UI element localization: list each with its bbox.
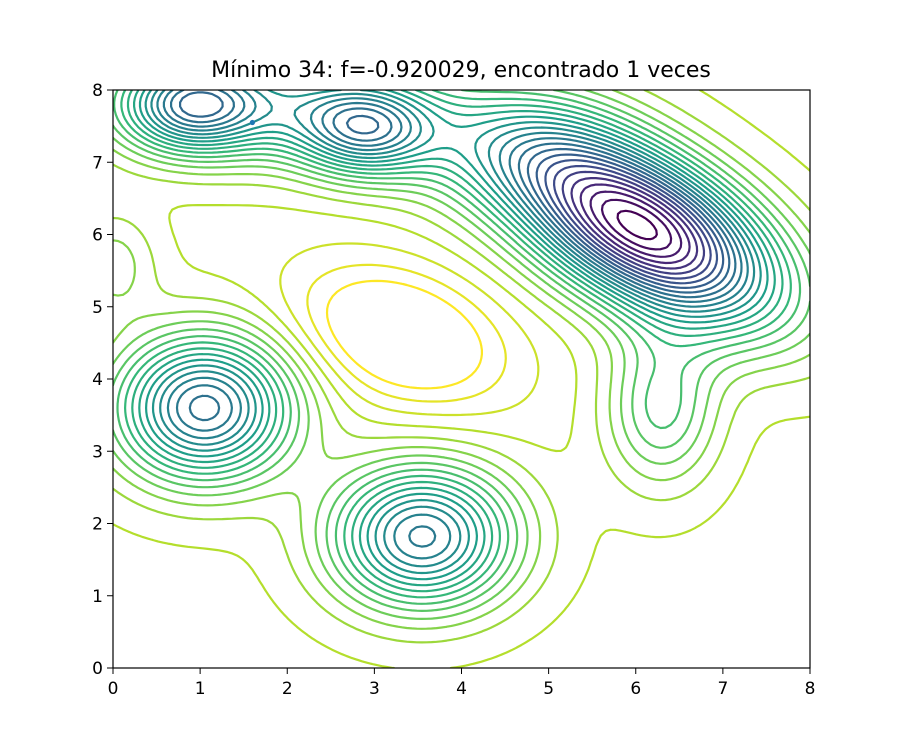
contour-level-1 xyxy=(600,198,673,251)
y-tick-label: 5 xyxy=(92,298,103,318)
x-tick-label: 5 xyxy=(543,679,554,699)
contour-level-22 xyxy=(113,90,810,630)
x-tick-label: 0 xyxy=(108,679,119,699)
x-axis: 0 1 2 3 4 5 6 7 8 xyxy=(108,668,816,699)
x-tick-label: 2 xyxy=(282,679,293,699)
contour-level-8 xyxy=(535,153,725,289)
contour-level-10 xyxy=(170,90,737,422)
y-tick-label: 3 xyxy=(92,442,103,462)
contour-level-4 xyxy=(570,177,699,270)
contour-level-15 xyxy=(138,90,769,581)
contour-level-7 xyxy=(544,159,719,285)
found-point-marker xyxy=(249,119,255,126)
contour-level-11 xyxy=(162,90,743,548)
contour-level-24 xyxy=(113,90,810,668)
x-tick-label: 1 xyxy=(195,679,206,699)
contour-level-0 xyxy=(616,209,658,241)
contour-level-25 xyxy=(279,242,540,417)
contour-level-21 xyxy=(113,90,810,620)
contour-level-14 xyxy=(144,90,762,575)
contour-level-17 xyxy=(126,90,784,593)
x-tick-label: 4 xyxy=(456,679,467,699)
x-tick-label: 8 xyxy=(805,679,816,699)
chart-title: Mínimo 34: f=-0.920029, encontrado 1 vec… xyxy=(211,58,711,83)
contour-level-26 xyxy=(306,263,507,403)
contour-lines xyxy=(113,90,810,668)
contour-level-9 xyxy=(179,91,731,294)
contour-level-3 xyxy=(579,183,691,265)
x-tick-label: 3 xyxy=(369,679,380,699)
y-tick-label: 8 xyxy=(92,81,103,101)
y-tick-label: 2 xyxy=(92,515,103,535)
contour-level-12 xyxy=(156,90,749,560)
contour-level-27 xyxy=(325,279,483,390)
contour-level-16 xyxy=(133,90,776,587)
point-markers xyxy=(249,119,255,126)
y-tick-label: 4 xyxy=(92,370,103,390)
y-tick-label: 1 xyxy=(92,587,103,607)
contour-level-23 xyxy=(113,90,810,644)
contour-level-5 xyxy=(561,170,706,275)
contour-level-2 xyxy=(589,190,683,258)
contour-level-20 xyxy=(113,90,810,612)
y-tick-label: 6 xyxy=(92,226,103,246)
y-tick-label: 0 xyxy=(92,659,103,679)
contour-level-6 xyxy=(553,164,712,280)
x-tick-label: 7 xyxy=(717,679,728,699)
contour-level-13 xyxy=(150,90,756,568)
contour-level-19 xyxy=(113,90,802,605)
y-tick-label: 7 xyxy=(92,153,103,173)
x-tick-label: 6 xyxy=(630,679,641,699)
y-axis: 0 1 2 3 4 5 6 7 8 xyxy=(92,81,113,679)
contour-level-18 xyxy=(120,90,792,599)
